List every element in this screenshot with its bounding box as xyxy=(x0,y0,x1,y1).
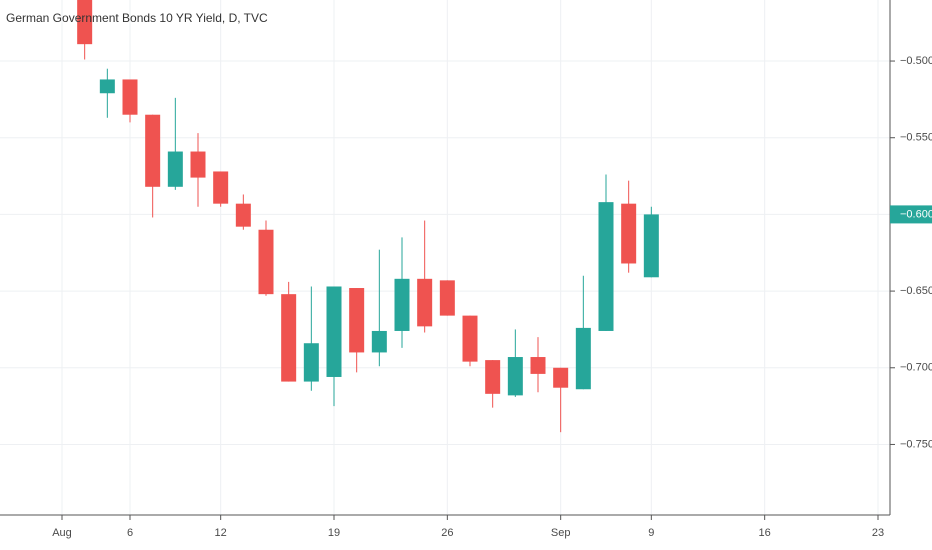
candle-body xyxy=(281,294,297,382)
candle-body xyxy=(99,79,115,94)
candle-body xyxy=(235,203,251,227)
y-tick-label: −0.650 xyxy=(900,285,932,297)
y-tick-label: −0.750 xyxy=(900,438,932,450)
candle-body xyxy=(145,114,161,187)
chart-title: German Government Bonds 10 YR Yield, D, … xyxy=(6,11,268,25)
candle-body xyxy=(190,151,206,178)
x-tick-label: 26 xyxy=(441,527,453,539)
candle-body xyxy=(485,360,501,394)
candle-body xyxy=(213,171,229,204)
candle-body xyxy=(417,278,433,327)
candle-body xyxy=(326,286,342,377)
candle-body xyxy=(303,343,319,382)
candle-body xyxy=(258,229,274,295)
candle-body xyxy=(77,0,93,45)
x-tick-label: 16 xyxy=(759,527,771,539)
x-tick-label: 9 xyxy=(648,527,654,539)
candle-body xyxy=(349,288,365,353)
candle-body xyxy=(621,203,637,264)
y-tick-label: −0.700 xyxy=(900,362,932,374)
x-tick-label: 19 xyxy=(328,527,340,539)
candle-body xyxy=(167,151,183,187)
y-tick-label: −0.500 xyxy=(900,55,932,67)
candles xyxy=(77,0,659,433)
candle-body xyxy=(122,79,138,115)
x-tick-label: 12 xyxy=(215,527,227,539)
x-tick-label: 23 xyxy=(872,527,884,539)
candle-body xyxy=(575,327,591,390)
candle-body xyxy=(371,330,387,353)
candle-body xyxy=(530,357,546,374)
last-price-badge xyxy=(890,205,932,224)
x-tick-label: Sep xyxy=(551,527,571,539)
candle-body xyxy=(507,357,523,396)
y-tick-label: −0.550 xyxy=(900,132,932,144)
candle-body xyxy=(439,280,455,316)
candle-body xyxy=(394,278,410,331)
last-price-label: −0.600 xyxy=(900,208,932,220)
candle-body xyxy=(643,214,659,278)
x-tick-label: 6 xyxy=(127,527,133,539)
x-tick-label: Aug xyxy=(52,527,72,539)
candle-body xyxy=(598,202,614,331)
axes: −0.750 −0.700 −0.650 −0.600 −0.550 −0.500 Aug 6… xyxy=(52,55,932,539)
candle-body xyxy=(462,315,478,362)
candle-body xyxy=(553,367,569,388)
